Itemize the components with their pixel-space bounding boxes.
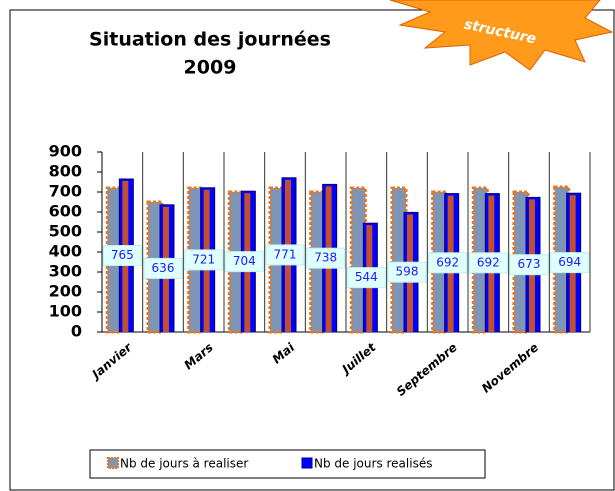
- badge-star: [389, 0, 614, 71]
- data-label-box: [509, 254, 549, 276]
- data-label-box: [102, 245, 142, 266]
- data-label: 771: [274, 247, 297, 261]
- y-tick-label: 500: [49, 222, 82, 241]
- badge: structure: [389, 0, 614, 71]
- data-label-box: [306, 247, 346, 269]
- data-label: 692: [477, 255, 500, 269]
- data-label-box: [265, 244, 305, 266]
- y-tick-label: 100: [49, 302, 82, 321]
- data-label: 694: [558, 255, 581, 269]
- data-label-box: [224, 251, 264, 273]
- y-tick-label: 900: [49, 142, 82, 161]
- legend-marker: [301, 457, 313, 469]
- y-tick-label: 300: [49, 262, 82, 281]
- legend-label: Nb de jours realisés: [314, 457, 432, 471]
- data-label: 544: [355, 270, 378, 284]
- data-label: 765: [111, 248, 134, 262]
- y-tick-label: 0: [71, 322, 82, 341]
- chart-title: 2009: [184, 57, 237, 79]
- y-tick-label: 600: [49, 202, 82, 221]
- data-label-box: [468, 252, 508, 274]
- y-tick-label: 800: [49, 162, 82, 181]
- y-tick-label: 200: [49, 282, 82, 301]
- data-label-box: [428, 252, 468, 274]
- data-label-box: [387, 261, 427, 283]
- data-label: 673: [518, 257, 541, 271]
- y-tick-label: 400: [49, 242, 82, 261]
- data-label: 636: [152, 261, 175, 275]
- data-label: 704: [233, 254, 256, 268]
- legend: [89, 449, 486, 479]
- data-label: 598: [396, 265, 419, 279]
- legend-label: Nb de jours à realiser: [120, 457, 248, 471]
- data-label-box: [143, 257, 183, 279]
- data-label-box: [550, 252, 590, 274]
- chart-title: Situation des journées: [89, 29, 331, 51]
- data-label: 721: [192, 252, 215, 266]
- legend-marker: [107, 457, 119, 469]
- data-label-box: [346, 267, 386, 289]
- y-tick-label: 700: [49, 182, 82, 201]
- data-label: 738: [314, 251, 337, 265]
- data-label: 692: [436, 255, 459, 269]
- data-label-box: [184, 249, 224, 271]
